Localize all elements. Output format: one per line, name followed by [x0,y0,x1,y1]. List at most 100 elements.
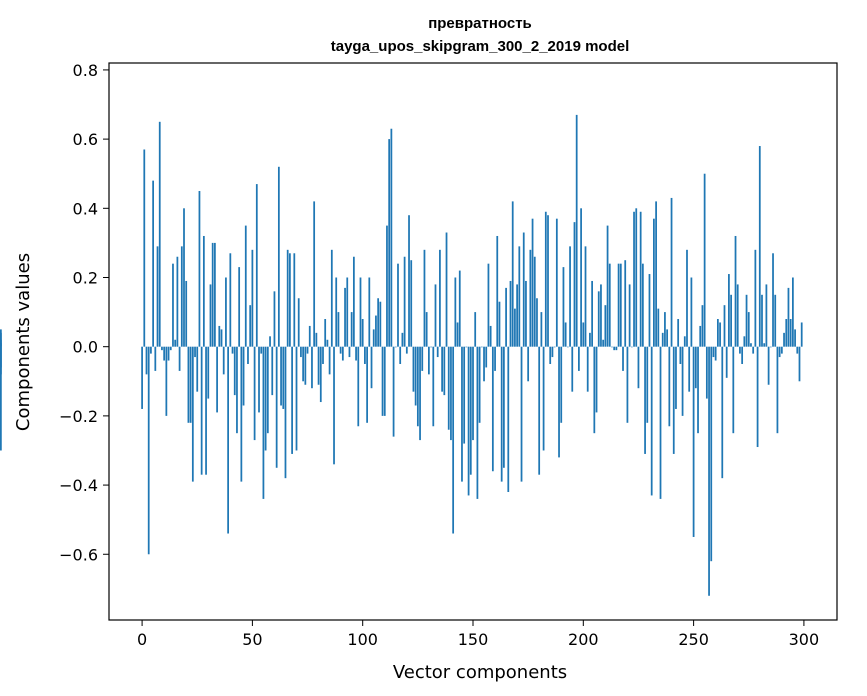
bar-component-177 [531,218,534,347]
bar-component-134 [436,346,439,358]
bar-component-256 [705,346,708,399]
bar-component-70 [295,346,298,451]
bar-component-33 [214,242,216,347]
bar-component-186 [551,346,554,358]
bar-component-250 [692,346,695,537]
bar-component-202 [586,346,589,392]
bar-component-0 [141,346,143,409]
bar-component-82 [322,346,324,364]
bar-component-137 [443,346,446,396]
bar-component-287 [774,294,777,347]
bar-component-83 [324,319,327,347]
bar-component-20 [185,280,188,347]
bar-component-228 [644,346,646,454]
bar-component-284 [767,346,770,385]
bar-component-196 [573,222,576,347]
bar-component-18 [180,246,183,347]
bar-component-79 [315,332,318,347]
bar-component-298 [798,346,801,382]
bar-component-265 [725,346,728,378]
bar-component-121 [408,215,410,347]
bar-component-28 [202,235,205,347]
bar-component-3 [147,346,150,555]
bar-component-174 [525,280,527,347]
y-tick-label: 0.4 [73,199,98,218]
bar-component-224 [635,208,638,347]
bar-component-260 [714,346,717,361]
bar-component-1 [143,149,146,347]
bar-component-175 [527,346,530,382]
bar-component-235 [659,346,662,499]
bar-component-30 [207,346,210,399]
bar-component-71 [297,298,300,347]
bar-component-35 [218,325,221,347]
bar-component-218 [622,346,624,371]
bar-component-94 [348,346,351,358]
bar-component-74 [304,346,307,385]
bar-component-19 [183,208,185,347]
bar-component-275 [747,312,750,347]
bar-component-54 [260,346,263,354]
bar-component-113 [390,128,393,347]
bar-component-47 [244,225,247,347]
bar-component-220 [626,346,629,423]
bar-component-299 [800,322,803,347]
bar-component-48 [247,346,249,364]
bar-component-92 [344,287,346,347]
bar-component-87 [333,346,335,465]
y-tick-label: −0.4 [59,476,98,495]
bar-component-226 [639,211,642,347]
bar-component-266 [728,274,730,347]
bar-component-104 [370,346,373,389]
bar-component-210 [604,305,607,347]
bar-component-69 [293,253,296,347]
bar-component-68 [291,346,293,454]
bar-component-undefined [0,329,2,347]
y-tick-label: 0.0 [73,338,98,357]
bar-component-32 [211,242,214,347]
bar-component-6 [154,346,157,371]
bar-component-85 [328,346,331,375]
x-tick-label: 250 [678,630,709,649]
bar-component-168 [511,201,514,347]
bar-component-230 [648,274,651,347]
bar-component-216 [617,263,620,347]
x-tick-label: 200 [568,630,599,649]
bar-component-297 [796,346,799,354]
bar-component-130 [428,346,430,375]
bar-component-103 [368,277,371,347]
bar-component-278 [754,249,757,347]
bar-component-120 [405,346,408,354]
bar-component-194 [569,246,571,347]
bar-component-24 [194,346,196,358]
bar-component-17 [178,346,181,371]
bar-component-156 [485,346,488,368]
bar-component-189 [558,346,560,458]
bar-component-123 [412,346,415,392]
bar-component-170 [516,284,518,347]
bar-component-58 [269,336,271,347]
bar-component-126 [419,346,421,441]
bar-component-37 [222,346,225,375]
bar-component-31 [209,284,212,347]
bar-component-183 [544,211,547,347]
bar-component-269 [734,235,737,347]
bar-component-155 [483,346,485,382]
bar-component-185 [549,346,552,364]
bar-component-undefined [0,346,2,451]
bar-component-261 [716,319,719,347]
bar-component-77 [311,346,313,389]
bar-component-201 [584,246,587,347]
bar-component-257 [708,346,710,596]
bar-component-271 [739,346,741,354]
bar-component-239 [668,346,671,427]
bar-component-214 [613,346,616,351]
bar-component-10 [163,346,166,361]
bar-component-283 [765,284,768,347]
bar-component-163 [500,346,503,482]
bar-component-16 [176,256,179,347]
bar-component-140 [450,346,452,441]
bar-component-22 [189,346,192,423]
bar-component-21 [187,346,190,423]
